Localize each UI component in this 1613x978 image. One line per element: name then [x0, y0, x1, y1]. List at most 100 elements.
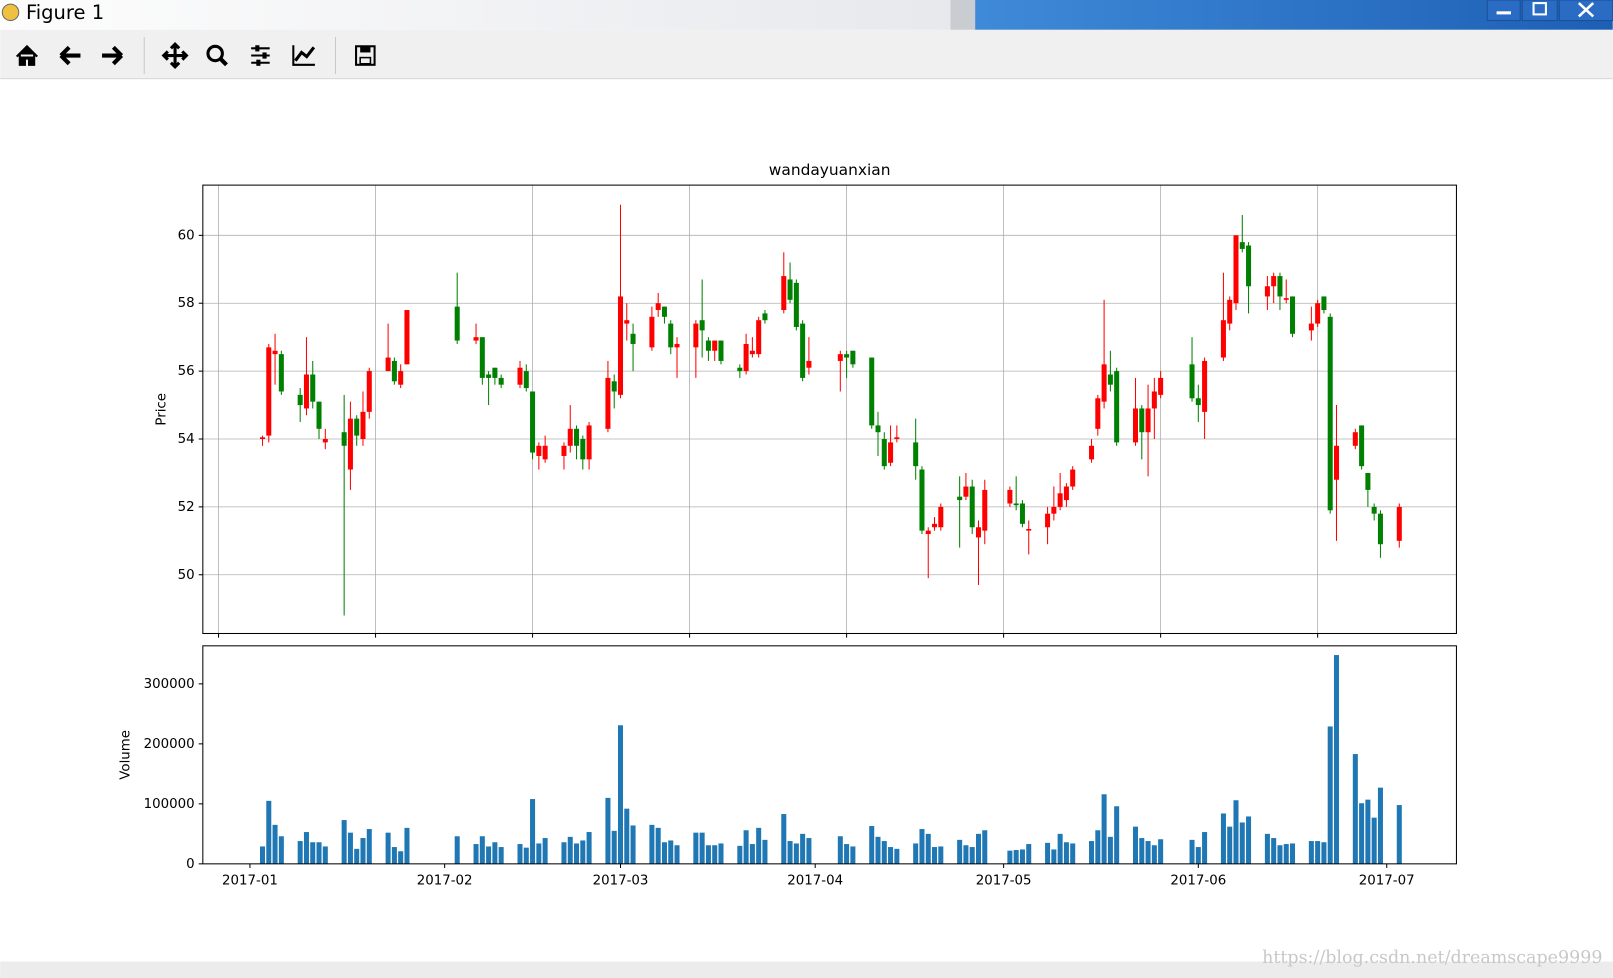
candle-body — [624, 320, 630, 324]
bar — [913, 843, 919, 864]
candle-body — [1227, 299, 1233, 324]
candle-body — [1051, 506, 1057, 514]
candle-body — [486, 374, 492, 378]
candle-body — [1045, 513, 1051, 528]
candle-body — [530, 391, 536, 453]
bar — [454, 836, 460, 864]
bar — [1352, 754, 1358, 864]
candle-body — [1189, 364, 1195, 399]
candle-body — [800, 323, 806, 378]
bar — [1158, 839, 1164, 864]
candle-body — [398, 371, 404, 385]
bar — [1308, 841, 1314, 864]
home-button[interactable] — [15, 44, 38, 66]
candle-body — [869, 357, 875, 426]
bar — [303, 832, 309, 864]
bar — [580, 840, 586, 864]
bar — [661, 842, 667, 864]
bar — [278, 836, 284, 864]
bar — [894, 848, 900, 864]
bar — [1277, 845, 1283, 864]
candle-body — [888, 442, 894, 463]
candle-body — [756, 320, 762, 355]
bar — [341, 820, 347, 864]
bar — [975, 833, 982, 864]
bar — [630, 825, 636, 864]
bar — [523, 847, 529, 864]
bar — [1057, 833, 1063, 864]
bar — [398, 851, 404, 864]
bar — [982, 830, 988, 864]
candle-body — [1377, 513, 1383, 545]
bar — [1377, 787, 1383, 864]
candle-body — [1026, 528, 1032, 531]
save-button[interactable] — [355, 45, 376, 66]
bar — [1220, 813, 1226, 864]
candle-body — [316, 401, 322, 429]
bar — [1327, 726, 1333, 864]
bar — [266, 800, 272, 864]
y-tick-label: 56 — [178, 364, 195, 379]
bar — [1333, 655, 1339, 864]
zoom-button[interactable] — [206, 44, 228, 67]
candle-body — [674, 343, 680, 348]
bar — [611, 830, 617, 864]
forward-button[interactable] — [102, 45, 124, 66]
candle-body — [580, 438, 586, 460]
candle-body — [1158, 377, 1164, 395]
candle-body — [743, 343, 749, 372]
candle-body — [1107, 374, 1113, 385]
candle-body — [1063, 486, 1069, 501]
bar — [1271, 838, 1277, 864]
window-title: Figure 1 — [26, 1, 104, 24]
close-button[interactable] — [1558, 0, 1613, 22]
candle-body — [718, 340, 724, 361]
bar — [486, 846, 492, 864]
back-button[interactable] — [59, 45, 81, 66]
minimize-button[interactable] — [1486, 0, 1521, 22]
candle-body — [894, 437, 900, 439]
configure-button[interactable] — [251, 45, 270, 66]
candle-body — [1095, 398, 1101, 429]
candle-body — [605, 377, 611, 429]
pan-button[interactable] — [161, 42, 189, 70]
bar — [1070, 843, 1076, 864]
bar — [875, 836, 881, 864]
bar — [850, 846, 856, 864]
candle-body — [1019, 503, 1025, 524]
bar — [705, 845, 711, 864]
candle-body — [297, 394, 303, 406]
bar — [360, 838, 366, 864]
x-tick-label: 2017-03 — [593, 873, 649, 888]
bar — [536, 843, 542, 864]
candle-body — [354, 418, 360, 436]
maximize-button[interactable] — [1521, 0, 1558, 22]
x-tick-label: 2017-01 — [222, 873, 278, 888]
bar — [347, 832, 353, 864]
candle-body — [781, 276, 787, 311]
bar — [561, 842, 567, 864]
bar — [1114, 806, 1120, 864]
y-tick-label: 200000 — [144, 737, 195, 752]
candle-body — [957, 496, 963, 501]
bar — [749, 844, 755, 864]
candle-body — [1396, 506, 1402, 541]
edit-axis-button[interactable] — [292, 45, 316, 66]
axes-background — [202, 185, 1457, 634]
candle-body — [668, 323, 674, 348]
bar — [617, 725, 624, 864]
y-tick-label: 54 — [178, 432, 195, 447]
candle-body — [850, 350, 856, 365]
bar — [1132, 826, 1139, 864]
candle-body — [705, 340, 711, 351]
candle-body — [542, 445, 548, 460]
candle-body — [1315, 303, 1321, 324]
candle-body — [1327, 316, 1333, 511]
bar — [1045, 842, 1051, 864]
bar — [1026, 844, 1032, 864]
bar — [1107, 836, 1113, 864]
candle-body — [787, 279, 793, 300]
candle-body — [693, 323, 699, 348]
candle-body — [517, 367, 523, 385]
bar — [574, 843, 580, 864]
